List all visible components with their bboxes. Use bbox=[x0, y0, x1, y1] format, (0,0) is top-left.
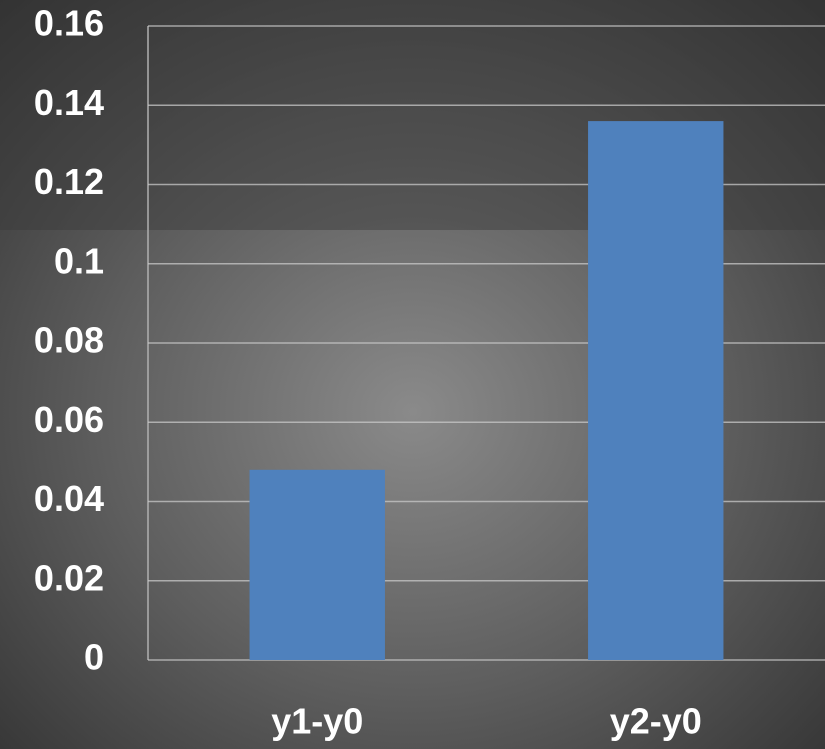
x-tick-label: y1-y0 bbox=[271, 701, 363, 742]
bar bbox=[588, 121, 724, 661]
y-tick-label: 0.12 bbox=[34, 161, 104, 202]
y-tick-label: 0.06 bbox=[34, 399, 104, 440]
y-tick-label: 0 bbox=[84, 637, 104, 678]
y-tick-label: 0.08 bbox=[34, 320, 104, 361]
y-tick-label: 0.14 bbox=[34, 82, 104, 123]
y-tick-label: 0.04 bbox=[34, 478, 104, 519]
x-tick-label: y2-y0 bbox=[610, 701, 702, 742]
y-tick-label: 0.1 bbox=[54, 240, 104, 281]
y-tick-label: 0.02 bbox=[34, 557, 104, 598]
bar bbox=[249, 469, 385, 660]
y-tick-label: 0.16 bbox=[34, 3, 104, 44]
